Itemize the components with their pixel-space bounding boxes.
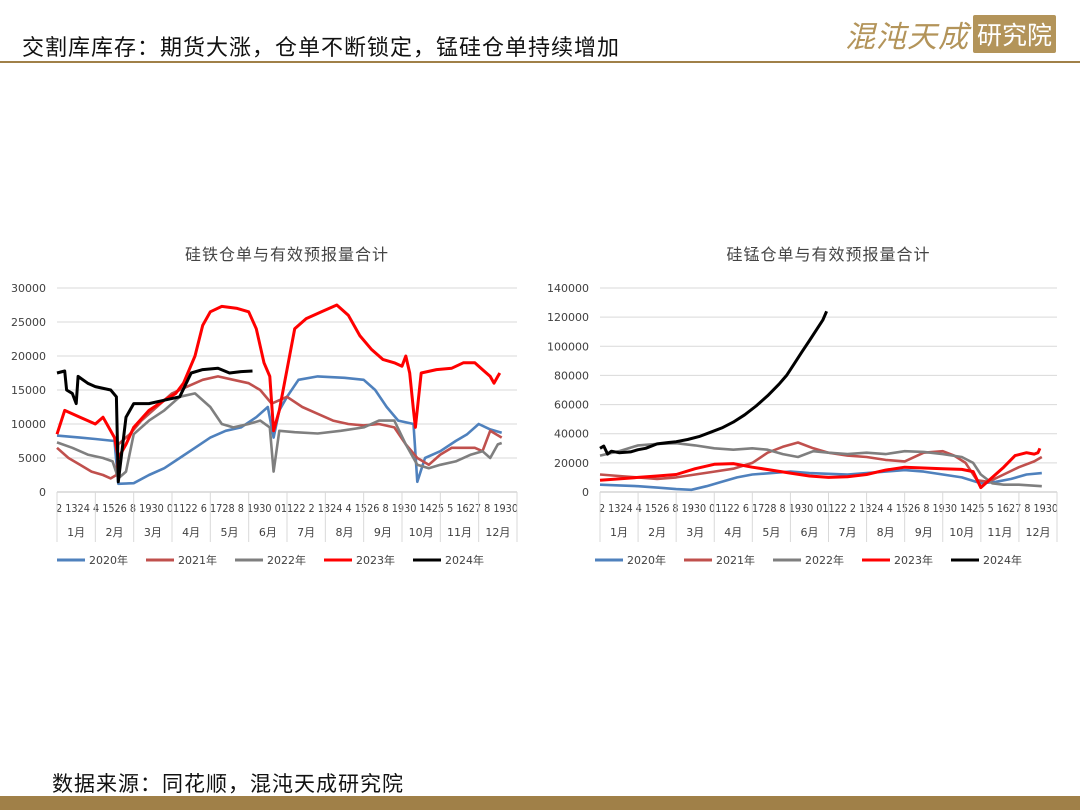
chart-silicomanganese: 硅锰仓单与有效预报量合计 0 20000 40000 60000 80000 100000 1…	[540, 240, 1080, 570]
chart-svg: 硅锰仓单与有效预报量合计 0 20000 40000 60000 80000 100000 1…	[547, 245, 1058, 567]
series-line	[599, 441, 1042, 488]
y-tick-label: 40000	[554, 428, 589, 441]
month-label: 5月	[762, 526, 780, 539]
y-tick-label: 30000	[11, 282, 46, 295]
month-label: 5月	[221, 526, 239, 539]
legend-label: 2024年	[983, 553, 1022, 567]
page-title: 交割库库存：期货大涨，仓单不断锁定，锰硅仓单持续增加	[22, 36, 621, 61]
y-tick-label: 120000	[547, 311, 589, 324]
logo-text: 混沌天成	[845, 20, 969, 55]
chart-title: 硅铁仓单与有效预报量合计	[185, 245, 389, 264]
legend-label: 2023年	[894, 553, 933, 567]
series-line	[56, 375, 503, 486]
month-label: 10月	[949, 526, 974, 539]
y-tick-label: 10000	[11, 418, 46, 431]
month-label: 6月	[259, 526, 277, 539]
series-line	[55, 303, 502, 460]
series-line	[599, 447, 1042, 490]
month-label: 1月	[610, 526, 628, 539]
series-line	[599, 310, 828, 456]
month-label: 11月	[447, 526, 472, 539]
legend-label: 2023年	[356, 553, 395, 567]
y-tick-label: 140000	[547, 282, 589, 295]
legend-label: 2022年	[267, 553, 306, 567]
data-source-note: 数据来源：同花顺，混沌天成研究院	[52, 772, 404, 796]
series-line	[56, 366, 253, 484]
y-tick-label: 80000	[554, 369, 589, 382]
y-tick-label: 0	[39, 486, 46, 499]
month-label: 9月	[374, 526, 392, 539]
month-label: 4月	[182, 526, 200, 539]
month-label: 8月	[877, 526, 895, 539]
legend-label: 2021年	[716, 553, 755, 567]
chart-svg: 硅铁仓单与有效预报量合计 0 5000 10000 15000 20000 25000 300…	[11, 245, 518, 567]
y-tick-label: 5000	[18, 452, 46, 465]
legend-label: 2020年	[627, 553, 666, 567]
month-label: 7月	[297, 526, 315, 539]
month-label: 7月	[839, 526, 857, 539]
series-line	[56, 392, 503, 480]
legend-label: 2021年	[178, 553, 217, 567]
legend-label: 2020年	[89, 553, 128, 567]
month-label: 9月	[915, 526, 933, 539]
legend-label: 2022年	[805, 553, 844, 567]
month-label: 4月	[724, 526, 742, 539]
y-tick-label: 0	[582, 486, 589, 499]
chart-title: 硅锰仓单与有效预报量合计	[726, 245, 930, 264]
header-divider	[0, 61, 1080, 63]
y-tick-label: 20000	[11, 350, 46, 363]
y-tick-label: 60000	[554, 399, 589, 412]
month-label: 1月	[67, 526, 85, 539]
y-tick-label: 20000	[554, 457, 589, 470]
month-label: 3月	[144, 526, 162, 539]
month-label: 6月	[800, 526, 818, 539]
company-logo: 混沌天成 研究院	[845, 14, 1057, 55]
footer-bar	[0, 796, 1080, 810]
y-tick-label: 15000	[11, 384, 46, 397]
logo-box-text: 研究院	[973, 15, 1057, 53]
y-tick-label: 25000	[11, 316, 46, 329]
month-label: 2月	[648, 526, 666, 539]
month-label: 10月	[409, 526, 434, 539]
month-label: 12月	[485, 526, 510, 539]
month-label: 3月	[686, 526, 704, 539]
y-tick-label: 100000	[547, 340, 589, 353]
month-label: 12月	[1025, 526, 1050, 539]
month-label: 2月	[106, 526, 124, 539]
month-label: 8月	[336, 526, 354, 539]
chart-ferrosilicon: 硅铁仓单与有效预报量合计 0 5000 10000 15000 20000 25000 300…	[0, 240, 540, 570]
legend-label: 2024年	[445, 553, 484, 567]
month-label: 11月	[987, 526, 1012, 539]
